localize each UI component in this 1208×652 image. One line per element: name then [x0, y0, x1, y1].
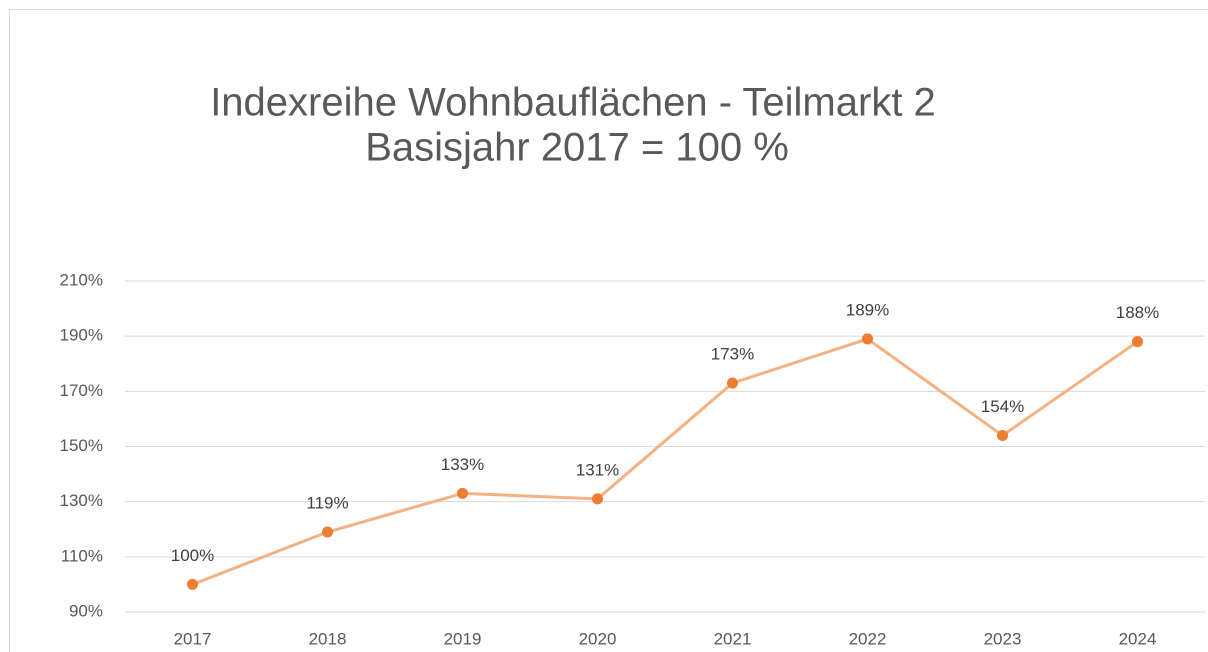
y-tick-label: 150% — [60, 436, 103, 455]
x-tick-label: 2017 — [174, 629, 212, 648]
x-tick-label: 2021 — [714, 629, 752, 648]
x-tick-label: 2019 — [444, 629, 482, 648]
data-point — [457, 487, 468, 499]
data-point — [322, 526, 333, 538]
y-tick-label: 110% — [61, 546, 103, 565]
y-tick-label: 90% — [69, 601, 103, 620]
data-point — [1132, 336, 1143, 348]
y-tick-label: 190% — [60, 326, 103, 345]
x-tick-label: 2018 — [309, 629, 347, 648]
x-tick-label: 2023 — [984, 629, 1022, 648]
x-tick-label: 2022 — [849, 629, 887, 648]
data-point — [187, 578, 198, 590]
data-point — [997, 429, 1008, 441]
data-label: 188% — [1116, 303, 1159, 322]
data-line — [191, 337, 1139, 586]
data-label: 133% — [441, 455, 484, 474]
data-label: 173% — [711, 345, 754, 364]
data-label: 131% — [576, 460, 619, 479]
data-point — [727, 377, 738, 389]
y-tick-label: 130% — [60, 491, 103, 510]
chart-title: Indexreihe Wohnbauflächen - Teilmarkt 2 — [210, 81, 936, 125]
chart-subtitle: Basisjahr 2017 = 100 % — [365, 126, 789, 170]
data-point — [862, 333, 873, 345]
y-tick-label: 210% — [60, 270, 103, 289]
chart-frame — [9, 9, 1208, 652]
x-tick-label: 2024 — [1119, 629, 1157, 648]
data-label: 100% — [171, 546, 214, 565]
data-label: 154% — [981, 397, 1024, 416]
data-label: 119% — [306, 493, 348, 512]
data-point — [592, 493, 603, 505]
x-tick-label: 2020 — [579, 629, 617, 648]
data-label: 189% — [846, 300, 889, 319]
y-tick-label: 170% — [60, 381, 103, 400]
